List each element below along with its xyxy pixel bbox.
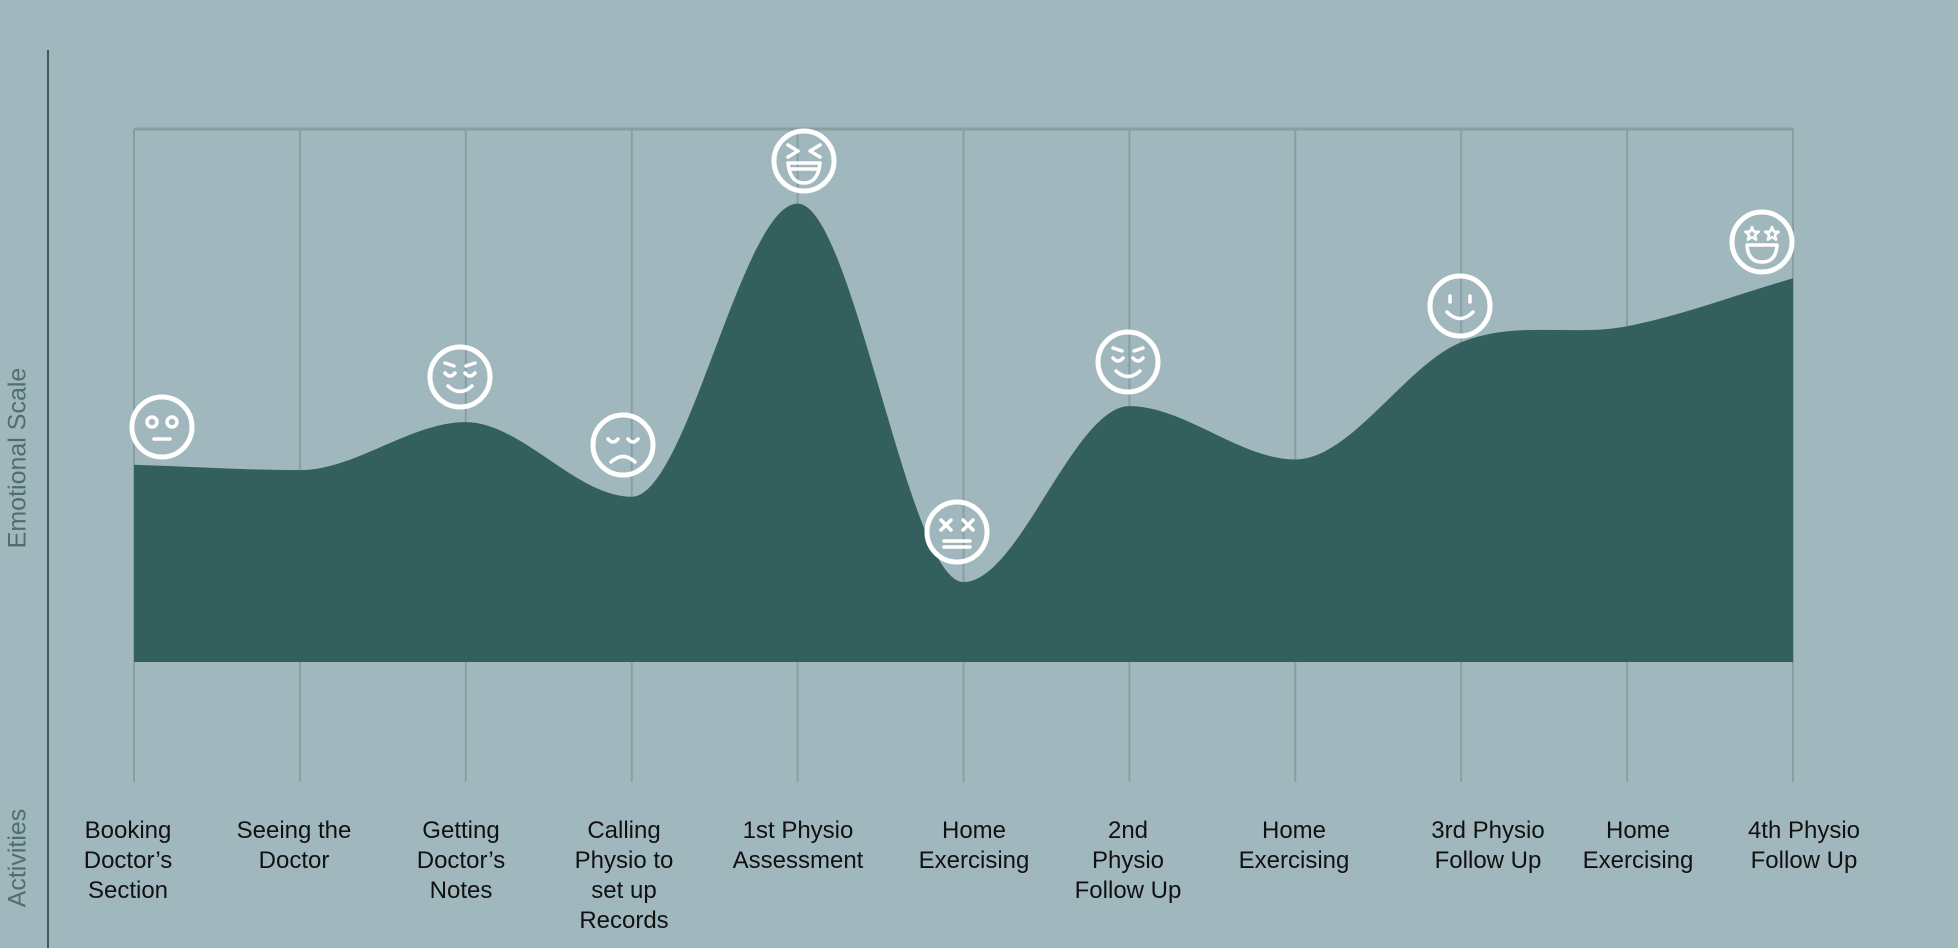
- activity-label: Seeing the Doctor: [214, 816, 374, 876]
- activity-label: Getting Doctor’s Notes: [381, 816, 541, 906]
- activity-label-line: Doctor: [258, 847, 330, 874]
- smiling-face-icon: [1427, 273, 1493, 339]
- neutral-face-icon: [129, 394, 195, 460]
- emotion-area: [134, 203, 1793, 662]
- y-axis-title: Emotional Scale: [3, 367, 32, 549]
- activity-label: 3rd Physio Follow Up: [1408, 816, 1568, 876]
- activity-label-line: Exercising: [1238, 847, 1350, 874]
- activity-label: Home Exercising: [894, 816, 1054, 876]
- activity-label-line: Physio to: [574, 847, 674, 874]
- activity-label: 4th Physio Follow Up: [1724, 816, 1884, 876]
- activity-label-line: 3rd Physio: [1431, 817, 1545, 844]
- activity-label-line: 4th Physio: [1747, 817, 1861, 844]
- dizzy-face-icon: [924, 499, 990, 565]
- activity-label-line: set up: [591, 877, 657, 904]
- activity-label-line: Assessment: [732, 847, 864, 874]
- activity-label-line: Follow Up: [1750, 847, 1858, 874]
- activity-label-line: Doctor’s: [416, 847, 506, 874]
- laughing-face-icon: [771, 128, 837, 194]
- activity-label-line: Records: [579, 907, 669, 934]
- activity-label: Home Exercising: [1214, 816, 1374, 876]
- activity-label: Booking Doctor’s Section: [48, 816, 208, 906]
- activity-label-line: Section: [87, 877, 169, 904]
- activity-label-line: Follow Up: [1074, 877, 1182, 904]
- activity-label-line: Booking: [84, 817, 172, 844]
- relieved-face-icon: [427, 344, 493, 410]
- activity-label-line: Home: [1261, 817, 1327, 844]
- sad-face-icon: [590, 412, 656, 478]
- activity-label-line: Doctor’s: [83, 847, 173, 874]
- activity-label: 1st Physio Assessment: [718, 816, 878, 876]
- activity-label: 2nd Physio Follow Up: [1048, 816, 1208, 906]
- activity-label: Home Exercising: [1558, 816, 1718, 876]
- activity-label-line: 2nd: [1107, 817, 1149, 844]
- activity-label-line: Physio: [1091, 847, 1165, 874]
- activity-label-line: 1st Physio: [742, 817, 854, 844]
- activity-label-line: Home: [1605, 817, 1671, 844]
- activity-label-line: Exercising: [918, 847, 1030, 874]
- activity-label-line: Calling: [587, 817, 661, 844]
- activity-label-line: Seeing the: [236, 817, 352, 844]
- relieved-face-icon: [1095, 329, 1161, 395]
- star-struck-face-icon: [1729, 209, 1795, 275]
- activity-label-line: Exercising: [1582, 847, 1694, 874]
- activity-label: Calling Physio to set up Records: [544, 816, 704, 936]
- activity-label-line: Notes: [429, 877, 493, 904]
- x-axis-title: Activities: [3, 808, 32, 908]
- activity-label-line: Home: [941, 817, 1007, 844]
- activity-label-line: Follow Up: [1434, 847, 1542, 874]
- activity-label-line: Getting: [422, 817, 500, 844]
